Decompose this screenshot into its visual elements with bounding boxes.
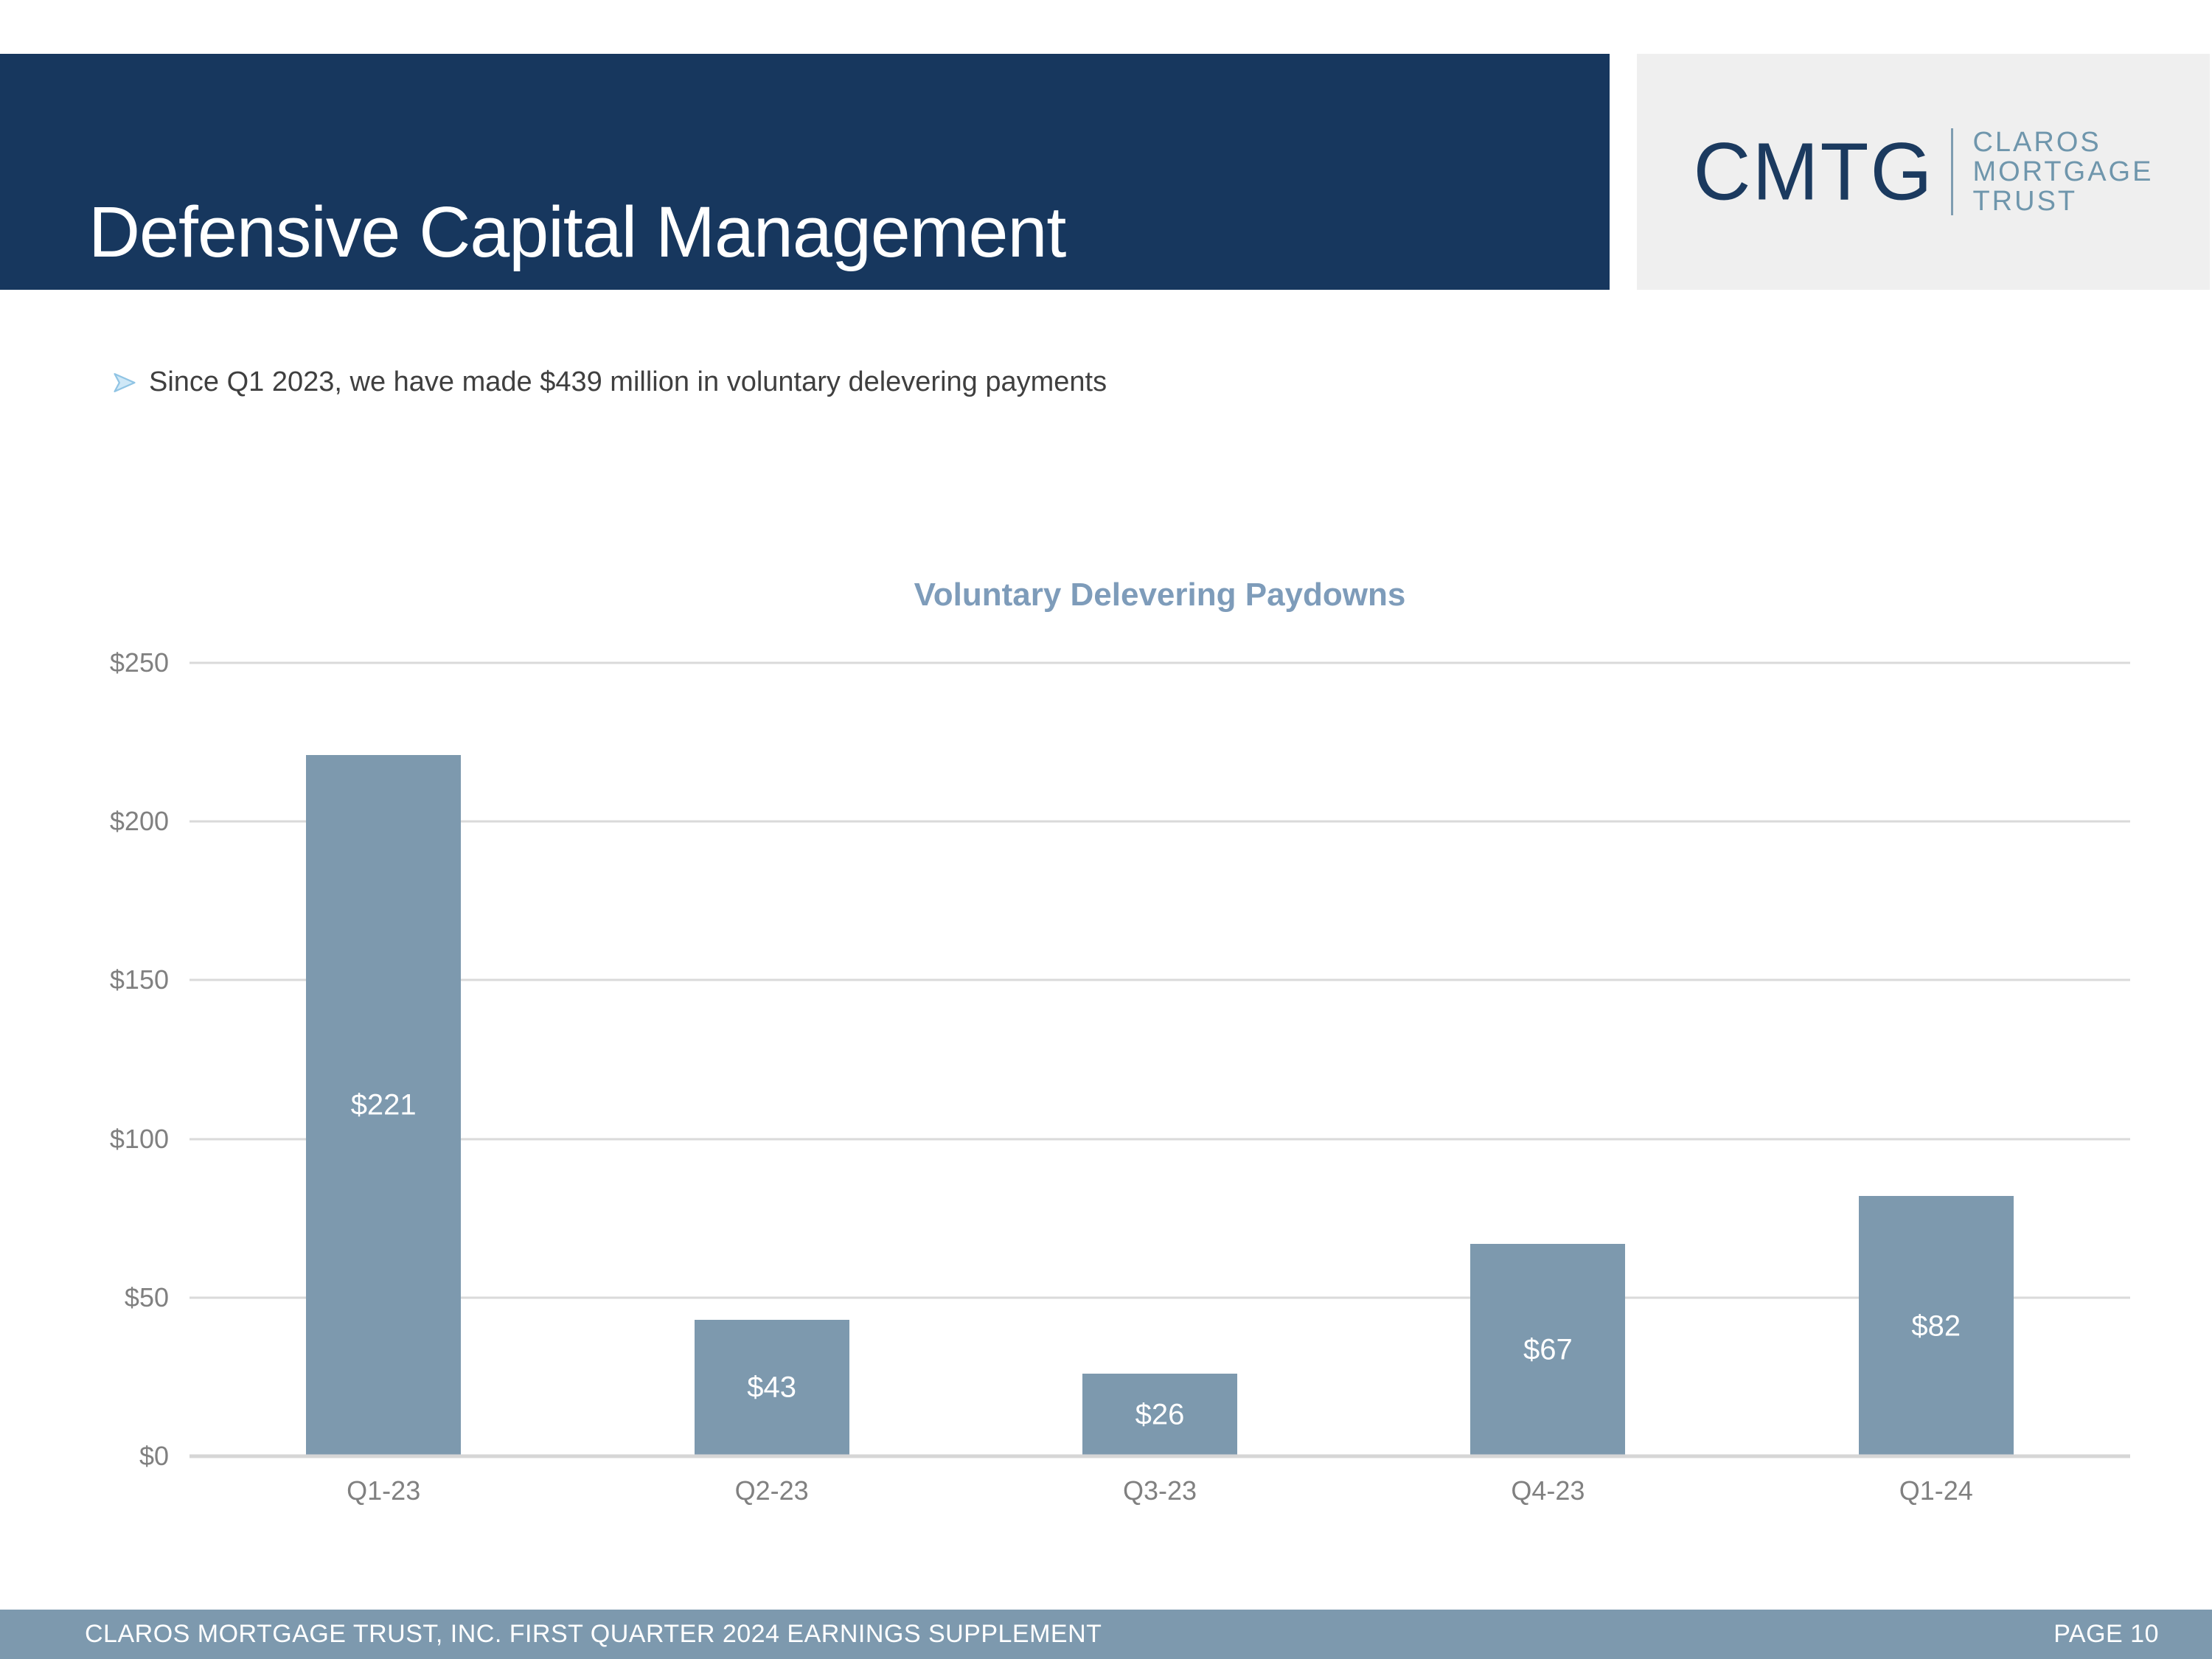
bar-q2-23: $43 xyxy=(694,1319,849,1456)
x-axis-tick-label: Q2-23 xyxy=(734,1475,809,1506)
logo-brand-line: TRUST xyxy=(1972,186,2078,217)
bullet-arrow-icon xyxy=(114,373,136,392)
y-axis-tick-label: $100 xyxy=(109,1123,169,1154)
bar-chart-plot-area: $250 $200 $150 $100 $50 $0 $221 Q1-23 $43 Q2-23 $2… xyxy=(110,650,2130,1506)
logo-lockup: CMTG CLAROS MORTGAGE TRUST xyxy=(1694,128,2154,216)
y-axis-tick-label: $150 xyxy=(109,964,169,995)
gridline xyxy=(189,978,2130,981)
x-axis-tick-label: Q1-24 xyxy=(1899,1475,1973,1506)
bar-value-label: $26 xyxy=(1135,1398,1185,1431)
gridline xyxy=(189,1454,2130,1458)
y-axis-tick-label: $250 xyxy=(109,647,169,678)
bar-q1-24: $82 xyxy=(1858,1196,2014,1456)
bar-q3-23: $26 xyxy=(1082,1374,1237,1456)
bar-q4-23: $67 xyxy=(1470,1243,1626,1456)
logo-brand-name: CLAROS MORTGAGE TRUST xyxy=(1972,128,2153,216)
bar-value-label: $221 xyxy=(350,1088,417,1121)
y-axis-tick-label: $0 xyxy=(139,1441,169,1471)
cmtg-wordmark: CMTG xyxy=(1693,125,1934,218)
bar-value-label: $67 xyxy=(1523,1333,1573,1366)
gridline xyxy=(189,1296,2130,1299)
gridline xyxy=(189,820,2130,823)
x-axis-tick-label: Q4-23 xyxy=(1511,1475,1585,1506)
company-logo: CMTG CLAROS MORTGAGE TRUST xyxy=(1637,54,2210,290)
x-axis-tick-label: Q3-23 xyxy=(1122,1475,1197,1506)
footer: CLAROS MORTGAGE TRUST, INC. FIRST QUARTE… xyxy=(0,1610,2212,1659)
bullet-point: Since Q1 2023, we have made $439 million… xyxy=(111,364,1107,400)
footer-page-number: PAGE 10 xyxy=(2053,1620,2159,1648)
bar-value-label: $43 xyxy=(747,1371,796,1404)
bullet-text: Since Q1 2023, we have made $439 million… xyxy=(149,366,1107,397)
logo-brand-line: CLAROS xyxy=(1972,127,2101,158)
x-axis-tick-label: Q1-23 xyxy=(347,1475,421,1506)
chart-title: Voluntary Delevering Paydowns xyxy=(914,577,1406,613)
bar-q1-23: $221 xyxy=(306,754,462,1456)
y-axis-tick-label: $200 xyxy=(109,806,169,837)
gridline xyxy=(189,661,2130,664)
page-title: Defensive Capital Management xyxy=(88,192,1066,272)
logo-divider xyxy=(1951,128,1954,215)
gridline xyxy=(189,1138,2130,1141)
y-axis-tick-label: $50 xyxy=(124,1281,169,1312)
logo-brand-line: MORTGAGE xyxy=(1972,156,2154,187)
header-bar: Defensive Capital Management xyxy=(0,54,1610,290)
footer-left-text: CLAROS MORTGAGE TRUST, INC. FIRST QUARTE… xyxy=(85,1620,1102,1648)
bar-value-label: $82 xyxy=(1911,1310,1961,1343)
